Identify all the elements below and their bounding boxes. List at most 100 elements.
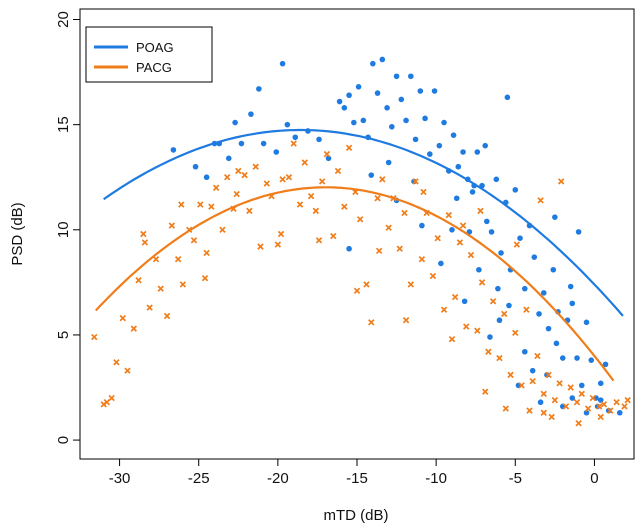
- poag-point: [583, 409, 590, 416]
- y-tick-label: 10: [55, 221, 72, 238]
- poag-point: [431, 88, 438, 94]
- poag-point: [284, 121, 291, 128]
- poag-point: [370, 60, 376, 67]
- pacg-point: [507, 371, 514, 379]
- poag-point: [422, 115, 428, 122]
- poag-point: [569, 300, 576, 307]
- poag-point: [368, 172, 375, 178]
- x-tick-label: -5: [509, 470, 522, 487]
- pacg-point: [482, 388, 489, 395]
- pacg-point: [496, 354, 503, 362]
- pacg-point: [201, 274, 209, 282]
- poag-point: [411, 178, 417, 185]
- poag-point: [341, 105, 348, 111]
- marks-layer: [91, 56, 631, 427]
- pacg-point: [274, 241, 282, 248]
- poag-point: [449, 226, 455, 233]
- pacg-point: [456, 239, 464, 246]
- pacg-point: [621, 403, 628, 410]
- poag-point: [292, 134, 299, 141]
- poag-point: [496, 317, 503, 324]
- y-tick-label: 0: [55, 436, 72, 444]
- pacg-point: [451, 293, 459, 301]
- poag-point: [567, 283, 574, 290]
- pacg-point: [385, 224, 392, 231]
- pacg-point: [537, 197, 544, 204]
- pacg-point: [575, 420, 582, 427]
- pacg-point: [368, 319, 375, 326]
- pacg-point: [600, 401, 608, 408]
- poag-point: [279, 60, 286, 67]
- poag-point: [504, 94, 511, 101]
- pacg-point: [341, 203, 348, 210]
- poag-point: [487, 334, 493, 340]
- pacg-point: [152, 256, 160, 263]
- pacg-point: [420, 188, 427, 196]
- pacg-point: [290, 140, 297, 147]
- poag-point: [588, 357, 595, 363]
- pacg-point: [190, 237, 198, 244]
- pacg-point: [624, 396, 631, 404]
- pacg-point: [318, 178, 326, 185]
- poag-point: [355, 84, 362, 90]
- poag-point: [346, 92, 352, 99]
- pacg-point: [197, 201, 204, 208]
- pacg-point: [103, 399, 111, 406]
- pacg-point: [157, 285, 164, 292]
- pacg-point: [277, 230, 285, 238]
- pacg-point: [257, 243, 264, 250]
- pacg-point: [595, 403, 603, 410]
- poag-point: [498, 250, 504, 256]
- pacg-point: [375, 247, 383, 255]
- poag-point: [559, 355, 566, 361]
- pacg-point: [296, 201, 304, 208]
- poag-point: [512, 187, 519, 193]
- poag-point: [461, 298, 468, 305]
- pacg-point: [434, 235, 441, 242]
- poag-point: [594, 403, 601, 410]
- pacg-point: [548, 413, 555, 421]
- pacg-point: [412, 178, 419, 185]
- pacg-point: [501, 310, 508, 318]
- poag-point: [351, 119, 357, 126]
- pacg-point: [613, 399, 620, 406]
- pacg-point: [607, 407, 614, 414]
- pacg-point: [401, 209, 408, 217]
- pacg-point: [467, 251, 475, 259]
- poag-point: [398, 96, 405, 103]
- x-tick-label: -20: [267, 470, 289, 487]
- y-tick-label: 20: [55, 11, 72, 28]
- pacg-point: [573, 399, 581, 406]
- poag-point: [482, 142, 489, 149]
- legend: POAG PACG: [85, 26, 213, 83]
- pacg-point: [91, 333, 98, 341]
- poag-point: [385, 159, 392, 166]
- pacg-point: [108, 394, 115, 402]
- poag-point: [517, 235, 523, 242]
- pacg-point: [540, 390, 547, 398]
- pacg-point: [163, 312, 171, 320]
- poag-point: [260, 140, 267, 147]
- pacg-point: [285, 174, 293, 181]
- poag-point: [476, 266, 482, 273]
- pacg-point: [597, 413, 604, 421]
- poag-point: [469, 189, 476, 195]
- poag-point: [537, 399, 544, 406]
- poag-point: [583, 319, 590, 326]
- pacg-point: [445, 211, 453, 219]
- poag-point: [336, 98, 343, 105]
- legend-poag-label: POAG: [136, 40, 174, 55]
- pacg-point: [578, 390, 585, 398]
- ticks-layer: -30 -25 -20 -15 -10 -5 0 0 5 10 15 20: [55, 11, 599, 487]
- pacg-point: [379, 176, 386, 183]
- pacg-point: [545, 371, 552, 379]
- poag-point: [453, 195, 460, 202]
- poag-point: [238, 140, 245, 147]
- poag-point: [441, 119, 447, 126]
- poag-point: [531, 254, 538, 260]
- pacg-point: [246, 207, 253, 215]
- poag-point: [256, 86, 262, 92]
- poag-point: [455, 163, 462, 170]
- poag-point: [474, 149, 481, 155]
